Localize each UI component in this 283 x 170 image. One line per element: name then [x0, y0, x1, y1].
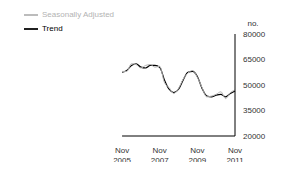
svg-text:no.: no.: [247, 19, 258, 28]
svg-text:Nov2011: Nov2011: [226, 146, 244, 162]
html-text:Seasonally Adjusted: Seasonally Adjusted: [42, 10, 115, 20]
svg-text:35000: 35000: [243, 106, 266, 115]
html-text:Trend: Trend: [42, 24, 63, 34]
svg-text:50000: 50000: [243, 81, 266, 90]
svg-text:Nov2005: Nov2005: [113, 146, 131, 162]
svg-text:20000: 20000: [243, 132, 266, 141]
svg-text:Nov2009: Nov2009: [188, 146, 206, 162]
svg-text:65000: 65000: [243, 55, 266, 64]
svg-text:Nov2007: Nov2007: [151, 146, 169, 162]
svg-text:80000: 80000: [243, 30, 266, 39]
